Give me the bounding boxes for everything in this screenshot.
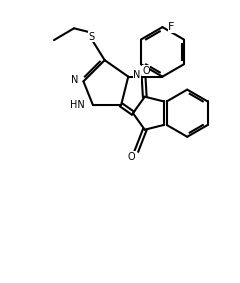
Text: N: N — [133, 70, 141, 80]
Text: O: O — [142, 66, 150, 76]
Text: F: F — [168, 22, 174, 32]
Text: HN: HN — [70, 100, 85, 110]
Text: S: S — [89, 31, 95, 42]
Text: O: O — [127, 152, 135, 162]
Text: N: N — [71, 75, 78, 85]
